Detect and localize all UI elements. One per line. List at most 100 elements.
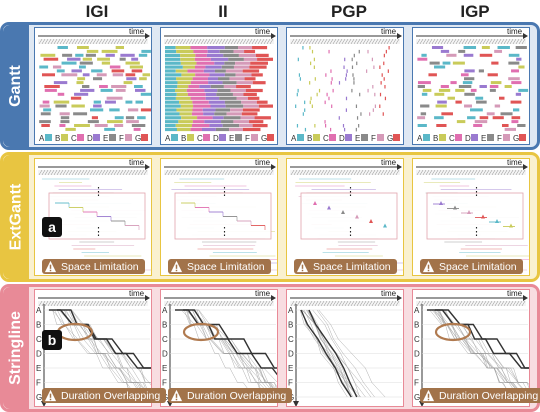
svg-text:time: time: [129, 290, 145, 298]
svg-text:time: time: [255, 290, 271, 298]
svg-text:D: D: [36, 350, 42, 359]
svg-text:time: time: [507, 159, 523, 167]
gantt-panel-igp: time A B C D E F G: [412, 27, 530, 145]
svg-text:time: time: [129, 159, 145, 167]
svg-text:A: A: [417, 134, 423, 143]
callout-badge-a: a: [42, 217, 62, 237]
svg-text:D: D: [339, 134, 345, 143]
svg-text:time: time: [507, 290, 523, 298]
svg-text:B: B: [55, 134, 60, 143]
gantt-panel-pgp: time A B C D E F G: [286, 27, 404, 145]
svg-text:⋮: ⋮: [219, 186, 230, 198]
duration-overlapping-tag-ii: Duration Overlapping: [168, 388, 293, 403]
stringline-row-label: Stringline: [3, 287, 29, 409]
svg-text:⋮: ⋮: [471, 186, 482, 198]
svg-text:time: time: [255, 159, 271, 167]
svg-text:⋮: ⋮: [219, 226, 230, 238]
column-header-igp: IGP: [460, 2, 490, 21]
duration-overlapping-tag-igi: Duration Overlapping: [42, 388, 167, 403]
svg-text:A: A: [291, 134, 297, 143]
svg-text:⋮: ⋮: [471, 226, 482, 238]
warning-icon: [422, 389, 435, 402]
svg-text:D: D: [465, 134, 471, 143]
svg-text:C: C: [36, 335, 42, 344]
gantt-panel-ii: time A B C D E F G: [160, 27, 278, 145]
svg-text:F: F: [245, 134, 250, 143]
gantt-panel-igi: time A B C D E F G: [34, 27, 152, 145]
warning-icon: [170, 260, 183, 273]
space-limitation-tag-igp: Space Limitation: [420, 259, 523, 274]
svg-text:B: B: [433, 134, 438, 143]
warning-icon: [170, 389, 183, 402]
column-header-pgp: PGP: [331, 2, 367, 21]
extgantt-panel-igp: time ⋮ ⋮: [412, 158, 530, 276]
svg-text:⋮: ⋮: [345, 186, 356, 198]
svg-text:G: G: [513, 134, 519, 143]
svg-text:G: G: [135, 134, 141, 143]
svg-text:C: C: [414, 335, 420, 344]
svg-text:time: time: [255, 28, 271, 36]
svg-text:time: time: [129, 28, 145, 36]
svg-text:C: C: [162, 335, 168, 344]
svg-text:D: D: [288, 350, 294, 359]
extgantt-panel-ii: time ⋮ ⋮: [160, 158, 278, 276]
warning-icon: [44, 260, 57, 273]
svg-text:D: D: [213, 134, 219, 143]
svg-text:time: time: [381, 28, 397, 36]
svg-text:E: E: [229, 134, 234, 143]
space-limitation-tag-igi: Space Limitation: [42, 259, 145, 274]
svg-text:G: G: [414, 393, 420, 402]
duration-overlapping-tag-igp: Duration Overlapping: [420, 388, 540, 403]
svg-text:E: E: [414, 364, 419, 373]
svg-text:B: B: [414, 321, 419, 330]
warning-icon: [44, 389, 57, 402]
svg-text:time: time: [381, 290, 397, 298]
svg-text:B: B: [162, 321, 167, 330]
callout-badge-b: b: [42, 330, 62, 350]
stringline-panel-igp: time A B C D E F G: [412, 289, 530, 407]
svg-text:E: E: [36, 364, 41, 373]
column-header-igi: IGI: [85, 2, 109, 21]
svg-text:E: E: [355, 134, 360, 143]
svg-text:time: time: [507, 28, 523, 36]
svg-text:E: E: [103, 134, 108, 143]
svg-text:F: F: [288, 379, 293, 388]
space-limitation-tag-ii: Space Limitation: [168, 259, 271, 274]
svg-text:D: D: [87, 134, 93, 143]
svg-text:C: C: [323, 134, 329, 143]
warning-icon: [296, 260, 309, 273]
svg-text:A: A: [288, 306, 294, 315]
svg-text:A: A: [39, 134, 45, 143]
warning-icon: [422, 260, 435, 273]
svg-text:B: B: [36, 321, 41, 330]
svg-text:A: A: [165, 134, 171, 143]
svg-text:A: A: [414, 306, 420, 315]
svg-text:time: time: [381, 159, 397, 167]
svg-text:⋮: ⋮: [93, 226, 104, 238]
svg-text:F: F: [371, 134, 376, 143]
svg-text:F: F: [162, 379, 167, 388]
svg-text:D: D: [414, 350, 420, 359]
svg-text:A: A: [162, 306, 168, 315]
svg-text:E: E: [288, 364, 293, 373]
svg-text:C: C: [449, 134, 455, 143]
svg-text:⋮: ⋮: [345, 226, 356, 238]
svg-text:C: C: [71, 134, 77, 143]
extgantt-panel-igi: time ⋮ ⋮: [34, 158, 152, 276]
space-limitation-tag-pgp: Space Limitation: [294, 259, 397, 274]
svg-text:G: G: [387, 134, 393, 143]
gantt-row-label: Gantt: [3, 25, 29, 147]
svg-text:F: F: [36, 379, 41, 388]
svg-text:E: E: [481, 134, 486, 143]
svg-text:F: F: [119, 134, 124, 143]
svg-text:⋮: ⋮: [93, 186, 104, 198]
extgantt-row-label: ExtGantt: [3, 155, 29, 279]
svg-text:B: B: [181, 134, 186, 143]
svg-text:C: C: [197, 134, 203, 143]
svg-text:A: A: [36, 306, 42, 315]
svg-text:B: B: [288, 321, 293, 330]
svg-text:F: F: [414, 379, 419, 388]
svg-text:B: B: [307, 134, 312, 143]
